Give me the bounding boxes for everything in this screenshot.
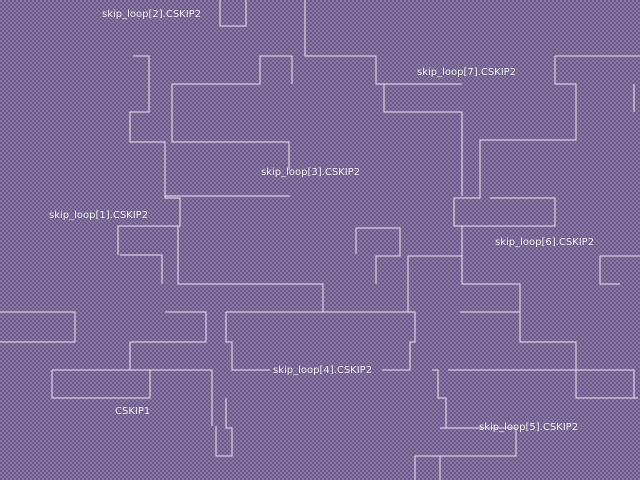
trace bbox=[172, 55, 293, 85]
net-label-skip-loop-5[interactable]: skip_loop[5].CSKIP2 bbox=[479, 422, 579, 433]
trace bbox=[460, 311, 638, 399]
trace bbox=[383, 84, 463, 196]
net-label-skip-loop-6[interactable]: skip_loop[6].CSKIP2 bbox=[495, 237, 595, 248]
trace bbox=[432, 369, 447, 428]
trace bbox=[0, 311, 76, 343]
trace bbox=[215, 398, 233, 457]
trace bbox=[440, 427, 517, 457]
trace bbox=[225, 312, 270, 371]
net-label-cskip1[interactable]: CSKIP1 bbox=[115, 406, 151, 417]
trace bbox=[415, 455, 441, 480]
trace bbox=[356, 227, 401, 284]
trace bbox=[479, 56, 577, 170]
trace bbox=[129, 342, 213, 398]
trace bbox=[219, 0, 247, 27]
trace bbox=[120, 254, 163, 284]
trace bbox=[304, 0, 462, 85]
net-label-skip-loop-4[interactable]: skip_loop[4].CSKIP2 bbox=[273, 365, 373, 376]
trace bbox=[226, 311, 416, 371]
trace bbox=[117, 170, 181, 255]
trace bbox=[130, 311, 207, 343]
trace bbox=[171, 84, 290, 170]
trace bbox=[177, 226, 415, 313]
trace bbox=[448, 369, 635, 398]
net-label-skip-loop-2[interactable]: skip_loop[2].CSKIP2 bbox=[102, 9, 202, 20]
net-label-skip-loop-1[interactable]: skip_loop[1].CSKIP2 bbox=[49, 210, 149, 221]
trace bbox=[453, 170, 556, 227]
trace bbox=[462, 283, 521, 312]
trace bbox=[408, 255, 463, 284]
trace bbox=[51, 369, 151, 399]
trace bbox=[129, 55, 166, 170]
trace bbox=[599, 256, 620, 285]
net-label-skip-loop-7[interactable]: skip_loop[7].CSKIP2 bbox=[417, 67, 517, 78]
net-label-skip-loop-3[interactable]: skip_loop[3].CSKIP2 bbox=[261, 167, 361, 178]
